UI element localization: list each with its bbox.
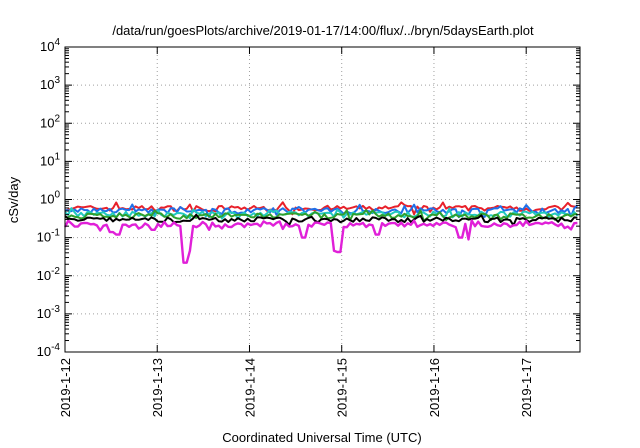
y-tick-label: 101 bbox=[40, 151, 60, 168]
x-tick-label: 2019-1-14 bbox=[242, 358, 257, 417]
y-tick-label: 10-3 bbox=[37, 304, 61, 321]
y-tick-label: 10-1 bbox=[37, 228, 61, 245]
chart-title: /data/run/goesPlots/archive/2019-01-17/1… bbox=[112, 23, 534, 38]
series-line-6 bbox=[63, 219, 578, 264]
y-axis-label: cSv/day bbox=[6, 176, 21, 223]
plot-frame bbox=[64, 46, 581, 353]
y-tick-label: 10-2 bbox=[37, 266, 61, 283]
y-tick-label: 100 bbox=[40, 190, 60, 207]
y-tick-label: 104 bbox=[40, 37, 60, 54]
series-line-5 bbox=[64, 213, 578, 227]
x-tick-label: 2019-1-17 bbox=[519, 358, 534, 417]
x-tick-label: 2019-1-12 bbox=[58, 358, 73, 417]
series-line-2 bbox=[64, 203, 579, 219]
grid bbox=[64, 47, 580, 352]
y-tick-label: 102 bbox=[40, 113, 60, 130]
y-tick-label: 103 bbox=[40, 75, 60, 92]
x-tick-label: 2019-1-15 bbox=[335, 358, 350, 417]
x-tick-label: 2019-1-13 bbox=[150, 358, 165, 417]
series-layer bbox=[63, 201, 579, 264]
ticks: 10-4 10-3 10-2 10-1 100 101 102 103 104 2019-1-12… bbox=[37, 37, 580, 417]
series-line-3 bbox=[64, 207, 579, 220]
x-tick-label: 2019-1-16 bbox=[427, 358, 442, 417]
y-tick-label: 10-4 bbox=[37, 342, 61, 359]
x-axis-label: Coordinated Universal Time (UTC) bbox=[222, 430, 421, 445]
